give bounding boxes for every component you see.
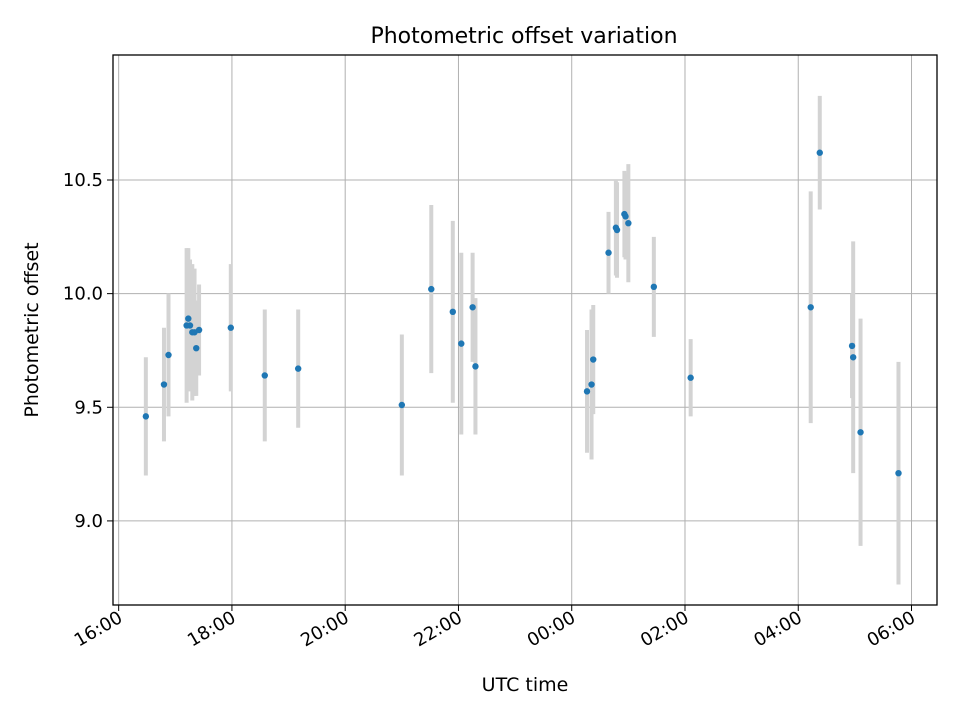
chart-title: Photometric offset variation: [370, 24, 677, 49]
data-point: [398, 401, 406, 409]
data-point: [185, 315, 192, 322]
data-point: [458, 340, 465, 347]
data-point: [186, 322, 194, 329]
y-tick-label: 9.5: [74, 397, 103, 418]
data-point: [588, 381, 595, 388]
y-tick-label: 10.0: [63, 284, 103, 305]
data-point: [142, 413, 150, 420]
data-point: [807, 304, 814, 311]
data-point: [622, 213, 629, 220]
data-point: [195, 326, 203, 334]
x-axis-label: UTC time: [482, 674, 569, 696]
plot-area-frame: [112, 54, 938, 606]
data-point: [613, 226, 621, 234]
data-point: [160, 381, 168, 388]
data-point: [625, 219, 632, 227]
y-tick-label: 10.5: [63, 170, 103, 191]
data-point: [193, 344, 200, 352]
data-point: [605, 249, 612, 256]
data-point: [449, 308, 456, 316]
y-axis-ticks: 9.0 9.5 10.0 10.5: [63, 170, 113, 532]
data-point: [165, 351, 172, 359]
data-point: [857, 429, 864, 436]
data-point: [590, 356, 597, 363]
data-point: [583, 388, 591, 395]
data-points: [142, 149, 902, 477]
data-point: [816, 149, 823, 156]
data-point: [261, 372, 268, 379]
data-point: [227, 324, 234, 331]
y-axis-label: Photometric offset: [21, 242, 43, 417]
data-point: [848, 342, 856, 350]
data-point: [650, 283, 658, 291]
data-point: [294, 365, 302, 372]
data-point: [472, 363, 479, 370]
data-point: [428, 285, 435, 293]
data-point: [849, 354, 857, 361]
data-point: [469, 304, 476, 311]
y-tick-label: 9.0: [74, 511, 103, 532]
data-point: [687, 374, 694, 381]
data-point: [895, 469, 902, 477]
